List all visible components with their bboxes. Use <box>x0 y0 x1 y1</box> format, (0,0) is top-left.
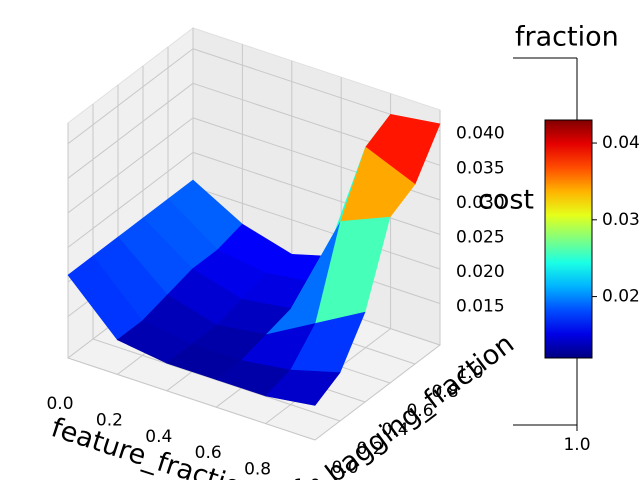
colorbar <box>544 119 593 359</box>
grid-line <box>67 82 194 179</box>
grid-line <box>67 357 316 441</box>
colorbar-tick-label: 0.03 <box>602 210 640 230</box>
z-tick-label: 0.020 <box>456 262 505 282</box>
x-tick-label: 0.6 <box>195 443 222 463</box>
x-tick-label: 0.2 <box>96 410 123 430</box>
y-tick-label: 0.8 <box>431 382 458 402</box>
grid-line <box>314 344 441 441</box>
y-tick-label: 0.4 <box>381 420 408 440</box>
grid-line <box>92 338 341 422</box>
grid-line <box>192 151 441 235</box>
x-tick-label: 0.4 <box>145 427 172 447</box>
y-tick-label: 0.6 <box>406 401 433 421</box>
x-tick-label: 1.0 <box>293 476 320 480</box>
y-tick-label: 0.2 <box>356 439 383 459</box>
x-tick-label: 0.8 <box>244 460 271 480</box>
x-tick-label: 0.0 <box>46 394 73 414</box>
overlay-tick-label: 1.0 <box>563 435 590 455</box>
overlay-title: fraction <box>515 22 619 53</box>
colorbar-tick-label: 0.02 <box>602 287 640 307</box>
x-axis-label: feature_fraction <box>48 412 262 480</box>
surface-cell <box>264 369 341 406</box>
z-tick-label: 0.035 <box>456 158 505 178</box>
colorbar-tick-label: 0.04 <box>602 133 640 153</box>
grid-line <box>67 117 194 214</box>
z-tick-label: 0.030 <box>456 193 505 213</box>
y-tick-label: 1.0 <box>456 363 483 383</box>
grid-line <box>67 152 194 248</box>
grid-line <box>192 186 441 270</box>
z-tick-label: 0.015 <box>456 297 505 317</box>
z-axis-label: cost <box>478 185 534 216</box>
z-tick-label: 0.040 <box>456 124 505 144</box>
grid-line <box>67 48 194 145</box>
z-tick-label: 0.025 <box>456 227 505 247</box>
y-tick-label: 0.0 <box>331 458 358 478</box>
